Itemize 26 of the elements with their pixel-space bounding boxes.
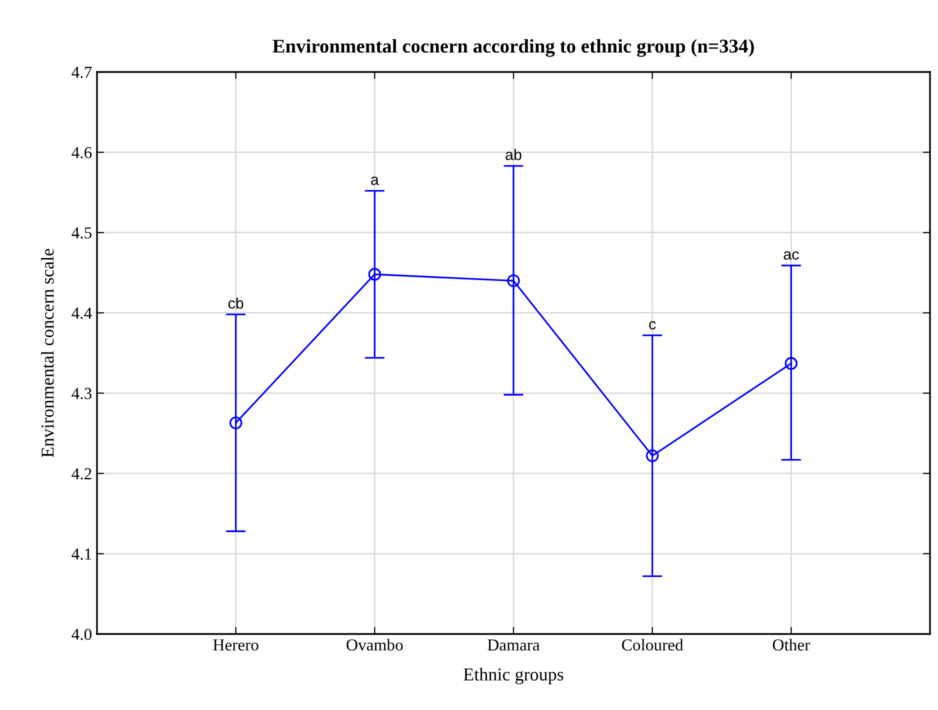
x-tick-label: Coloured: [622, 638, 684, 651]
y-tick-label: 4.7: [72, 66, 92, 78]
annotation: ab: [506, 148, 522, 160]
point: [507, 274, 520, 288]
y-tick-label: 4.1: [72, 548, 92, 560]
y-tick-label: 4.5: [72, 227, 92, 239]
annotation: c: [649, 321, 656, 330]
point: [229, 416, 242, 430]
y-tick-label: 4.2: [72, 468, 92, 480]
x-tick-label: Ovambo: [346, 638, 403, 651]
chart-title: Environmental cocnern according to ethnic group (n=334): [272, 39, 754, 57]
point: [784, 357, 798, 370]
y-tick-label: 4.0: [72, 628, 92, 640]
y-tick-label: 4.3: [72, 388, 92, 400]
y-tick-label: 4.6: [72, 147, 92, 158]
annotation: a: [371, 176, 379, 186]
annotation: ac: [784, 251, 799, 260]
point: [646, 449, 659, 462]
annotation: cb: [228, 297, 244, 309]
x-tick-label: Damara: [488, 640, 540, 651]
y-axis-title: Environmental concern scale: [41, 248, 54, 458]
y-tick-label: 4.4: [72, 308, 92, 319]
x-tick-label: Other: [772, 638, 810, 651]
x-axis-title: Ethnic groups: [464, 668, 564, 684]
x-tick-label: Herero: [213, 640, 258, 651]
point: [368, 268, 382, 281]
